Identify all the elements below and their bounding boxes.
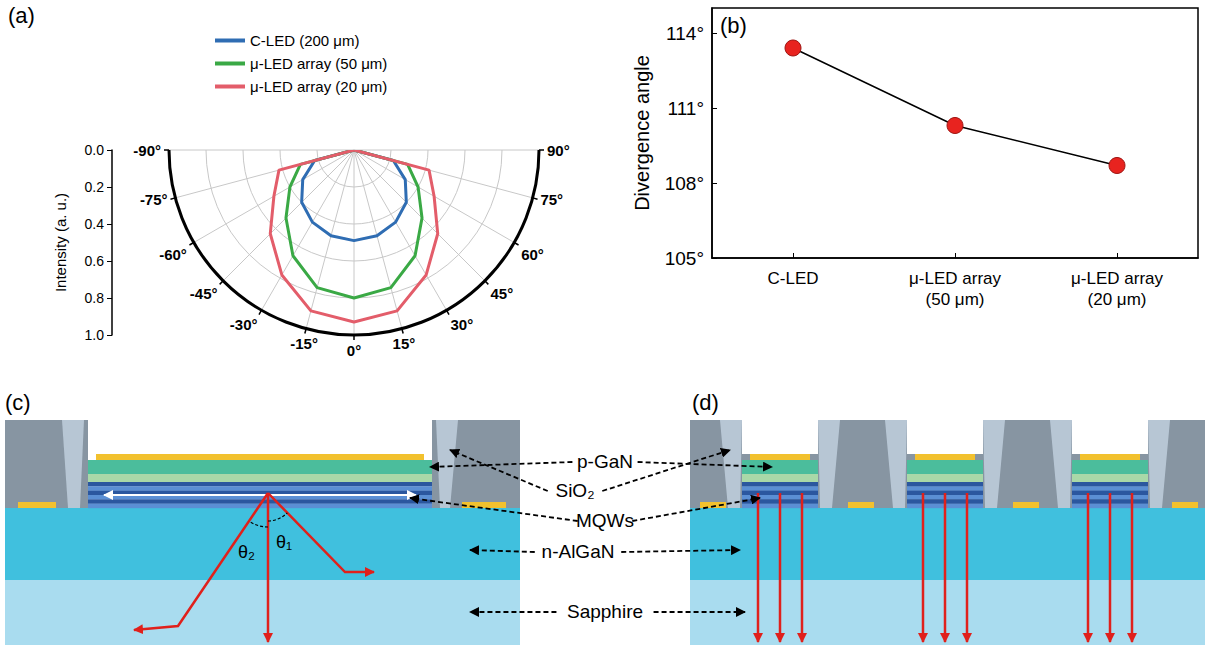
svg-text:45°: 45° [490,285,513,302]
svg-text:μ-LED array (50 μm): μ-LED array (50 μm) [250,55,387,72]
svg-text:-60°: -60° [159,246,187,263]
svg-text:(b): (b) [720,13,747,38]
svg-text:108°: 108° [665,173,704,194]
svg-text:0.2: 0.2 [85,179,105,195]
svg-text:SiO₂: SiO₂ [555,480,594,501]
svg-text:60°: 60° [521,246,544,263]
svg-text:(20 μm): (20 μm) [1088,290,1147,309]
svg-text:θ₁: θ₁ [276,532,292,552]
svg-text:θ₂: θ₂ [238,542,255,562]
svg-text:Divergence angle: Divergence angle [631,55,653,211]
svg-text:-75°: -75° [140,191,168,208]
svg-text:μ-LED array: μ-LED array [909,269,1001,288]
svg-text:0.6: 0.6 [85,253,105,269]
svg-text:(50 μm): (50 μm) [926,290,985,309]
svg-text:1.0: 1.0 [85,327,105,343]
svg-text:C-LED (200 μm): C-LED (200 μm) [250,32,360,49]
svg-text:(d): (d) [692,390,719,415]
svg-text:90°: 90° [547,142,570,159]
svg-text:111°: 111° [668,98,704,119]
svg-text:15°: 15° [393,335,416,352]
svg-text:-30°: -30° [230,316,258,333]
svg-text:0.0: 0.0 [85,142,105,158]
svg-text:μ-LED array: μ-LED array [1071,269,1163,288]
svg-text:(c): (c) [5,390,31,415]
svg-text:(a): (a) [8,3,35,28]
svg-text:30°: 30° [451,316,474,333]
svg-text:n-AlGaN: n-AlGaN [542,541,615,562]
svg-text:C-LED: C-LED [767,269,818,288]
svg-text:μ-LED array (20 μm): μ-LED array (20 μm) [250,78,387,95]
svg-text:-45°: -45° [190,285,218,302]
svg-text:105°: 105° [665,248,704,269]
svg-text:0°: 0° [347,342,361,359]
svg-text:75°: 75° [540,191,563,208]
svg-text:0.8: 0.8 [85,290,105,306]
svg-text:0.4: 0.4 [85,216,105,232]
svg-text:Intensity (a. u.): Intensity (a. u.) [52,193,69,292]
svg-text:p-GaN: p-GaN [577,451,633,472]
svg-text:-15°: -15° [290,335,318,352]
svg-text:Sapphire: Sapphire [567,601,643,622]
svg-text:-90°: -90° [133,142,161,159]
svg-text:114°: 114° [666,23,704,44]
svg-text:MQWs: MQWs [576,510,634,531]
